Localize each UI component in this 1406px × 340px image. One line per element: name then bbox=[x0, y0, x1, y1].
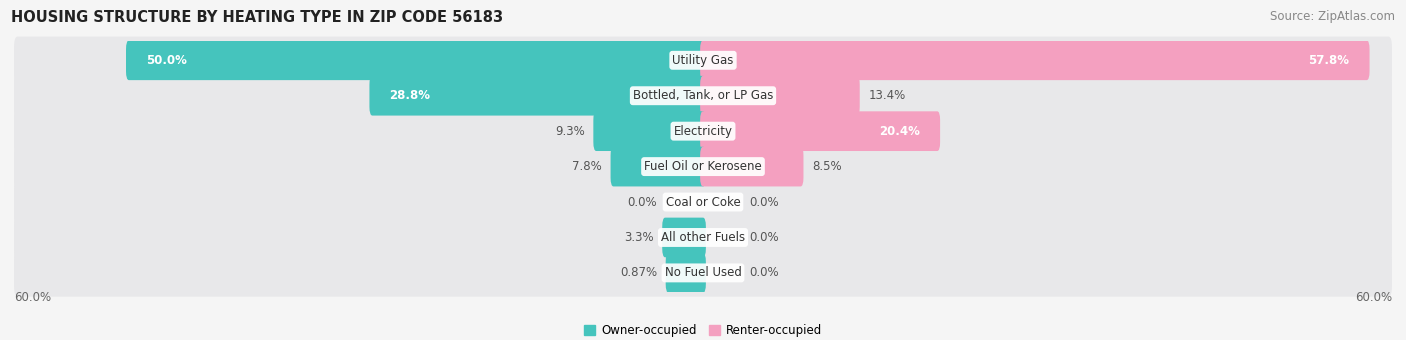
Text: 7.8%: 7.8% bbox=[572, 160, 602, 173]
Text: 0.0%: 0.0% bbox=[749, 231, 779, 244]
Text: 0.0%: 0.0% bbox=[627, 195, 657, 208]
Text: 60.0%: 60.0% bbox=[14, 291, 51, 304]
Text: 50.0%: 50.0% bbox=[146, 54, 187, 67]
Text: 3.3%: 3.3% bbox=[624, 231, 654, 244]
FancyBboxPatch shape bbox=[665, 253, 706, 293]
FancyBboxPatch shape bbox=[700, 111, 941, 151]
Text: No Fuel Used: No Fuel Used bbox=[665, 267, 741, 279]
Text: Source: ZipAtlas.com: Source: ZipAtlas.com bbox=[1270, 10, 1395, 23]
FancyBboxPatch shape bbox=[593, 111, 706, 151]
FancyBboxPatch shape bbox=[370, 76, 706, 116]
FancyBboxPatch shape bbox=[14, 178, 1392, 226]
FancyBboxPatch shape bbox=[14, 143, 1392, 190]
FancyBboxPatch shape bbox=[700, 76, 859, 116]
Text: 28.8%: 28.8% bbox=[389, 89, 430, 102]
Text: 0.0%: 0.0% bbox=[749, 195, 779, 208]
Text: Coal or Coke: Coal or Coke bbox=[665, 195, 741, 208]
Text: 20.4%: 20.4% bbox=[879, 125, 920, 138]
Text: All other Fuels: All other Fuels bbox=[661, 231, 745, 244]
FancyBboxPatch shape bbox=[14, 249, 1392, 297]
Text: 13.4%: 13.4% bbox=[869, 89, 905, 102]
Legend: Owner-occupied, Renter-occupied: Owner-occupied, Renter-occupied bbox=[579, 319, 827, 340]
Text: 0.87%: 0.87% bbox=[620, 267, 657, 279]
Text: 0.0%: 0.0% bbox=[749, 267, 779, 279]
FancyBboxPatch shape bbox=[14, 72, 1392, 119]
Text: Fuel Oil or Kerosene: Fuel Oil or Kerosene bbox=[644, 160, 762, 173]
Text: 9.3%: 9.3% bbox=[555, 125, 585, 138]
FancyBboxPatch shape bbox=[14, 214, 1392, 261]
Text: HOUSING STRUCTURE BY HEATING TYPE IN ZIP CODE 56183: HOUSING STRUCTURE BY HEATING TYPE IN ZIP… bbox=[11, 10, 503, 25]
Text: Bottled, Tank, or LP Gas: Bottled, Tank, or LP Gas bbox=[633, 89, 773, 102]
FancyBboxPatch shape bbox=[127, 40, 706, 80]
FancyBboxPatch shape bbox=[700, 40, 1369, 80]
Text: Electricity: Electricity bbox=[673, 125, 733, 138]
Text: 60.0%: 60.0% bbox=[1355, 291, 1392, 304]
FancyBboxPatch shape bbox=[14, 107, 1392, 155]
FancyBboxPatch shape bbox=[14, 36, 1392, 84]
FancyBboxPatch shape bbox=[662, 218, 706, 257]
Text: 57.8%: 57.8% bbox=[1309, 54, 1350, 67]
FancyBboxPatch shape bbox=[700, 147, 803, 186]
Text: 8.5%: 8.5% bbox=[813, 160, 842, 173]
Text: Utility Gas: Utility Gas bbox=[672, 54, 734, 67]
FancyBboxPatch shape bbox=[610, 147, 706, 186]
